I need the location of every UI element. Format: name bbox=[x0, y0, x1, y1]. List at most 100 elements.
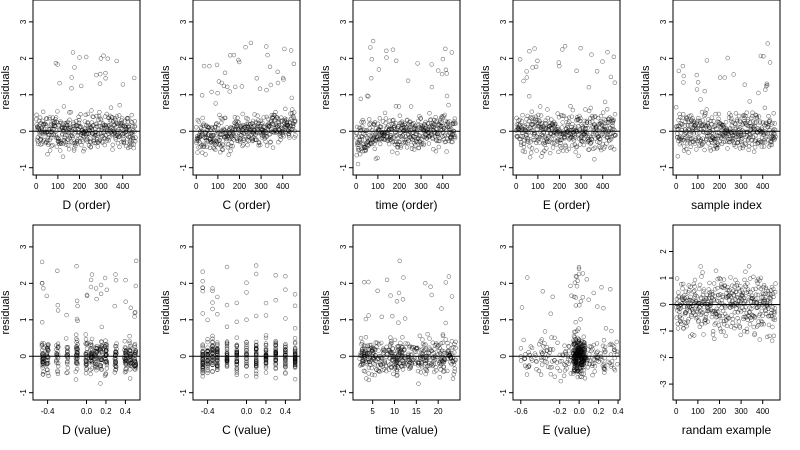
data-point bbox=[592, 157, 597, 162]
data-point bbox=[415, 368, 421, 374]
data-point bbox=[444, 93, 450, 99]
data-point bbox=[74, 298, 80, 303]
data-point bbox=[750, 130, 755, 135]
data-point bbox=[250, 118, 256, 124]
data-point bbox=[739, 288, 745, 293]
data-point bbox=[767, 117, 772, 123]
data-point bbox=[718, 318, 723, 324]
data-point bbox=[376, 348, 381, 353]
data-point bbox=[681, 144, 687, 149]
data-point bbox=[88, 367, 93, 372]
data-point bbox=[754, 115, 760, 120]
points bbox=[200, 263, 298, 382]
data-point bbox=[362, 280, 367, 285]
data-point bbox=[534, 367, 539, 372]
data-point bbox=[590, 347, 595, 352]
data-point bbox=[535, 58, 540, 63]
data-point bbox=[526, 119, 531, 124]
data-point bbox=[364, 376, 369, 381]
data-point bbox=[82, 146, 87, 152]
data-point bbox=[99, 339, 105, 345]
data-point bbox=[263, 313, 269, 318]
data-point bbox=[748, 134, 753, 139]
data-point bbox=[215, 340, 220, 345]
data-point bbox=[439, 71, 445, 77]
y-tick-label: 3 bbox=[499, 19, 508, 24]
data-point bbox=[696, 318, 701, 323]
data-point bbox=[244, 363, 249, 368]
data-point bbox=[255, 123, 261, 129]
data-point bbox=[431, 147, 436, 152]
data-point bbox=[430, 363, 435, 369]
data-point bbox=[292, 303, 298, 308]
data-point bbox=[562, 343, 567, 348]
data-point bbox=[578, 115, 583, 121]
data-point bbox=[602, 363, 608, 369]
data-point bbox=[274, 115, 280, 120]
y-tick-label: -1 bbox=[659, 164, 668, 172]
data-point bbox=[133, 135, 138, 140]
data-point bbox=[694, 72, 699, 78]
x-tick-label: 0 bbox=[34, 182, 39, 191]
data-point bbox=[564, 116, 569, 122]
y-tick-label: 1 bbox=[499, 92, 508, 97]
data-point bbox=[394, 139, 399, 145]
data-point bbox=[432, 122, 437, 127]
data-point bbox=[691, 310, 696, 315]
data-point bbox=[725, 139, 730, 144]
data-point bbox=[579, 371, 584, 376]
data-point bbox=[539, 362, 545, 367]
data-point bbox=[715, 145, 720, 151]
data-point bbox=[374, 340, 380, 345]
data-point bbox=[437, 138, 442, 144]
data-point bbox=[129, 142, 134, 147]
data-point bbox=[523, 135, 528, 140]
data-point bbox=[46, 373, 51, 378]
data-point bbox=[394, 58, 399, 63]
data-point bbox=[70, 140, 75, 146]
data-point bbox=[423, 366, 428, 372]
data-point bbox=[730, 120, 735, 125]
data-point bbox=[128, 361, 133, 366]
data-point bbox=[129, 112, 135, 118]
data-point bbox=[603, 124, 608, 129]
data-point bbox=[769, 142, 774, 148]
data-point bbox=[724, 323, 730, 329]
data-point bbox=[676, 290, 681, 295]
data-point bbox=[437, 351, 443, 356]
y-tick-label: 2 bbox=[659, 56, 668, 61]
data-point bbox=[75, 342, 80, 347]
data-point bbox=[113, 359, 118, 365]
data-point bbox=[584, 123, 589, 128]
data-point bbox=[57, 148, 63, 153]
data-point bbox=[254, 339, 259, 345]
data-point bbox=[433, 126, 438, 131]
data-point bbox=[46, 348, 51, 353]
x-axis-label: C (order) bbox=[222, 198, 270, 212]
data-point bbox=[561, 113, 566, 119]
y-tick-label: 1 bbox=[179, 92, 188, 97]
data-point bbox=[762, 297, 767, 302]
data-point bbox=[235, 115, 240, 121]
data-point bbox=[433, 115, 438, 120]
data-point bbox=[224, 264, 230, 270]
data-point bbox=[116, 134, 122, 140]
data-point bbox=[525, 275, 530, 280]
data-point bbox=[114, 58, 119, 64]
y-tick-label: -1 bbox=[499, 164, 508, 172]
data-point bbox=[98, 367, 104, 372]
data-point bbox=[571, 294, 577, 299]
data-point bbox=[763, 83, 769, 89]
data-point bbox=[404, 361, 409, 366]
data-point bbox=[383, 120, 388, 126]
data-point bbox=[359, 137, 365, 142]
data-point bbox=[713, 111, 718, 117]
data-point bbox=[263, 350, 269, 356]
data-point bbox=[54, 360, 59, 365]
data-point bbox=[113, 353, 118, 358]
data-point bbox=[196, 119, 202, 124]
data-point bbox=[418, 116, 424, 121]
data-point bbox=[402, 347, 407, 353]
data-point bbox=[282, 46, 287, 52]
